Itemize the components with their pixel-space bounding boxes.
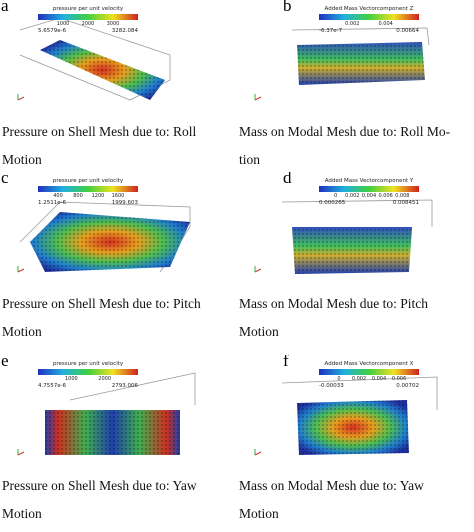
colorbar-tick: 0 xyxy=(334,193,337,199)
colorbar-title: pressure per unit velocity xyxy=(53,361,124,367)
colorbar-tick: 0.006 xyxy=(379,193,393,199)
colorbar-tick: 0.004 xyxy=(372,376,386,382)
colorbar-tick: 0.008 xyxy=(395,193,409,199)
caption-line: Mass on Modal Mesh due to: Roll Mo- xyxy=(239,124,451,139)
mesh-texture xyxy=(297,42,425,85)
colorbar-title: Added Mass Vectorcomponent Y xyxy=(325,178,414,184)
panel-letter: a xyxy=(1,0,9,15)
colorbar xyxy=(319,369,419,375)
panel-letter: b xyxy=(283,0,292,15)
simulation-image: Added Mass Vectorcomponent Z 0.002 0.004 -6… xyxy=(254,6,430,101)
colorbar-title: Added Mass Vectorcomponent X xyxy=(325,361,414,367)
colorbar-title: pressure per unit velocity xyxy=(53,6,124,12)
caption-line: Motion xyxy=(239,506,279,521)
caption: Pressure on Shell Mesh due to: Yaw Motion xyxy=(2,472,197,528)
caption: Pressure on Shell Mesh due to: Roll Motio… xyxy=(2,118,196,174)
colorbar-tick: 3000 xyxy=(107,21,120,27)
mesh-texture xyxy=(292,227,412,274)
colorbar-min: 5.6579e-6 xyxy=(38,28,67,34)
colorbar-tick: 0.002 xyxy=(345,21,359,27)
caption: Mass on Modal Mesh due to: Pitch Motion xyxy=(239,290,428,346)
colorbar-tick: 2000 xyxy=(98,376,111,382)
colorbar-tick: 1000 xyxy=(65,376,78,382)
mesh-texture xyxy=(40,40,165,100)
axis-glyph xyxy=(254,96,262,101)
mesh-texture xyxy=(30,212,190,272)
caption-line: Pressure on Shell Mesh due to: Yaw xyxy=(2,478,197,493)
caption-line: Motion xyxy=(239,324,279,339)
colorbar-max: 3282.084 xyxy=(112,28,139,34)
colorbar-min: 0.000265 xyxy=(319,200,346,206)
caption: Pressure on Shell Mesh due to: Pitch Moti… xyxy=(2,290,201,346)
bounding-box xyxy=(281,199,433,227)
figure-panel: c pressure per unit velocity 400 800 1200 160… xyxy=(0,172,237,350)
figure-panel: d Added Mass Vectorcomponent Y 0 0.002 0.004… xyxy=(237,172,474,350)
colorbar-tick: 0.004 xyxy=(379,21,393,27)
caption-line: Motion xyxy=(2,152,42,167)
axis-glyph xyxy=(254,451,262,456)
colorbar xyxy=(38,186,138,192)
axis-glyph xyxy=(254,268,262,273)
caption-line: Motion xyxy=(2,506,42,521)
colorbar-tick: 0 xyxy=(337,376,340,382)
panel-letter: d xyxy=(283,172,292,187)
colorbar-max: 0.00702 xyxy=(396,383,419,389)
colorbar-max: 2793.006 xyxy=(112,383,139,389)
axis-glyph xyxy=(17,451,25,456)
colorbar-tick: 1200 xyxy=(92,193,105,199)
simulation-image: pressure per unit velocity 400 800 1200 1600… xyxy=(17,178,191,273)
axis-glyph xyxy=(17,96,25,101)
simulation-image: pressure per unit velocity 1000 2000 3000 5.… xyxy=(17,6,171,101)
colorbar-tick: 0.006 xyxy=(392,376,406,382)
colorbar-min: -6.37e-7 xyxy=(319,28,343,34)
colorbar-title: pressure per unit velocity xyxy=(53,178,124,184)
figure-panel: f Added Mass Vectorcomponent X 0 0.002 0.004… xyxy=(237,355,474,532)
colorbar-tick: 0.002 xyxy=(345,193,359,199)
bounding-box xyxy=(291,27,430,46)
simulation-image: Added Mass Vectorcomponent X 0 0.002 0.004 0… xyxy=(254,361,438,456)
colorbar xyxy=(319,186,419,192)
colorbar-tick: 0.004 xyxy=(362,193,376,199)
colorbar xyxy=(319,14,419,20)
caption-line: tion xyxy=(239,152,261,167)
bounding-box xyxy=(69,372,196,405)
panel-letter: c xyxy=(1,172,9,187)
colorbar-tick: 1600 xyxy=(112,193,125,199)
colorbar-tick: 800 xyxy=(73,193,83,199)
panel-letter: e xyxy=(1,355,9,370)
caption-line: Mass on Modal Mesh due to: Yaw xyxy=(239,478,424,493)
bounding-box xyxy=(281,376,438,410)
figure-panel: a pressure per unit velocity 1000 2000 3000 5… xyxy=(0,0,237,178)
mesh-texture xyxy=(297,400,409,455)
caption-line: Pressure on Shell Mesh due to: Roll xyxy=(2,124,197,139)
simulation-image: pressure per unit velocity 1000 2000 4.7557… xyxy=(17,361,196,456)
colorbar-tick: 0.002 xyxy=(352,376,366,382)
simulation-image: Added Mass Vectorcomponent Y0 0.002 0.004 0… xyxy=(254,178,433,274)
colorbar-min: 1.2511e-6 xyxy=(38,200,67,206)
caption-line: Motion xyxy=(2,324,42,339)
figure-panel: b Added Mass Vectorcomponent Z 0.002 0.004 -… xyxy=(237,0,474,178)
colorbar-tick: 400 xyxy=(53,193,63,199)
figure-panel: e pressure per unit velocity 1000 2000 4.755… xyxy=(0,355,237,532)
axis-glyph xyxy=(17,268,25,273)
caption-line: Mass on Modal Mesh due to: Pitch xyxy=(239,296,428,311)
colorbar-title: Added Mass Vectorcomponent Z xyxy=(325,6,414,12)
page: {"panels": [ {"letter": "a", "colorbar":… xyxy=(0,0,474,521)
caption: Mass on Modal Mesh due to: Roll Mo-tion xyxy=(239,118,450,174)
colorbar-max: 1999.603 xyxy=(112,200,139,206)
colorbar-max: 0.008451 xyxy=(393,200,419,206)
colorbar-min: 4.7557e-6 xyxy=(38,383,67,389)
colorbar-tick: 2000 xyxy=(82,21,95,27)
colorbar-tick: 1000 xyxy=(57,21,70,27)
colorbar xyxy=(38,369,138,375)
panel-letter: f xyxy=(283,355,289,370)
caption: Mass on Modal Mesh due to: Yaw Motion xyxy=(239,472,424,528)
colorbar xyxy=(38,14,138,20)
mesh-texture xyxy=(45,410,180,455)
caption-line: Pressure on Shell Mesh due to: Pitch xyxy=(2,296,201,311)
colorbar-max: 0.00664 xyxy=(396,28,419,34)
colorbar-min: -0.00033 xyxy=(319,383,344,389)
